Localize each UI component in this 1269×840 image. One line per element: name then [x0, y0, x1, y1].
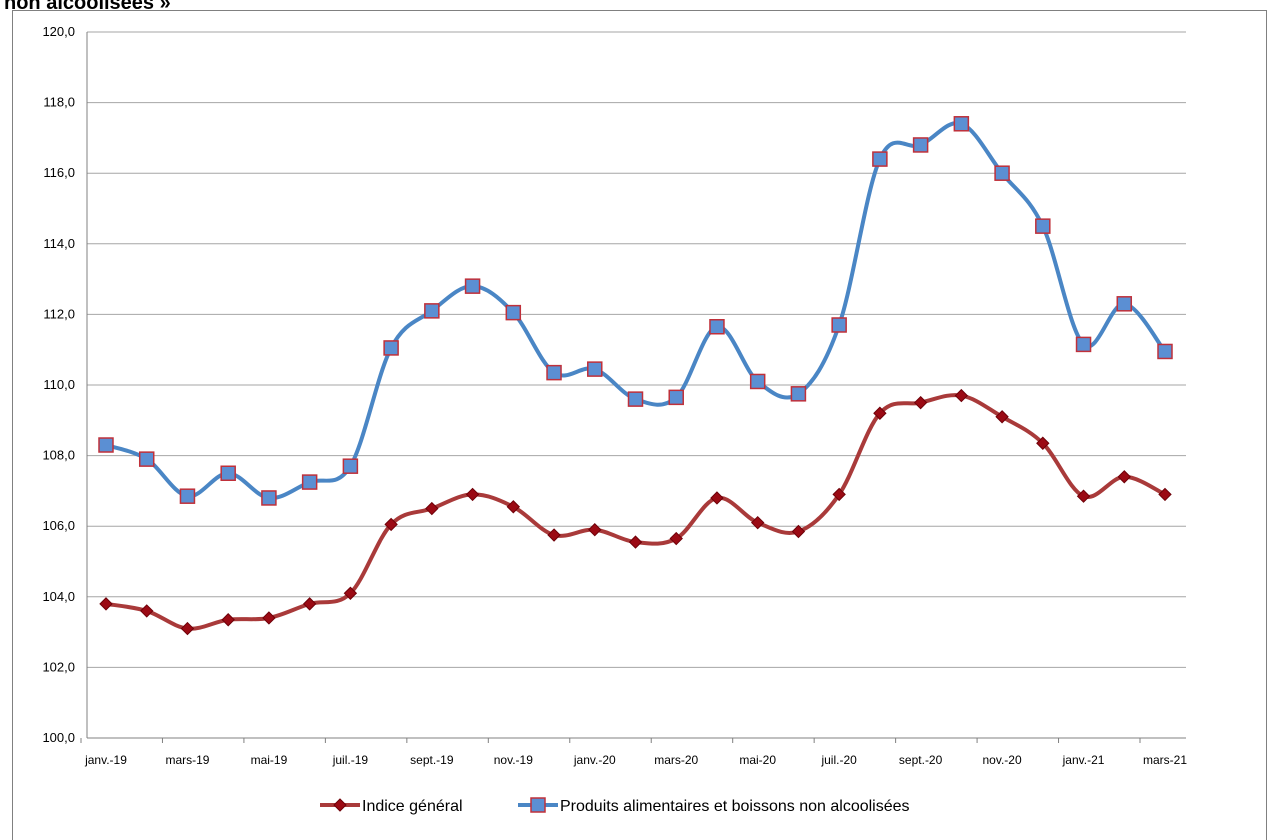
data-point-square — [546, 364, 562, 381]
x-axis-ticks: janv.-19 mars-19 mai-19 juil.-19 sept.-19 nov… — [80, 738, 1187, 767]
series-line — [105, 393, 1166, 631]
data-point-square — [994, 165, 1010, 181]
y-tick-label: 104,0 — [42, 589, 75, 604]
data-point-diamond — [669, 531, 683, 546]
data-point-square — [301, 474, 318, 490]
data-point-square — [220, 465, 236, 481]
data-point-diamond — [180, 621, 195, 636]
x-tick-label: nov.-19 — [494, 753, 533, 767]
x-tick-label: nov.-20 — [983, 753, 1022, 767]
data-point-diamond — [506, 500, 521, 514]
data-point-diamond — [750, 515, 765, 530]
data-point-diamond — [465, 487, 480, 502]
x-tick-label: mars-19 — [165, 753, 209, 767]
y-tick-label: 112,0 — [43, 306, 75, 321]
data-point-square — [1075, 336, 1092, 353]
data-point-diamond — [547, 528, 561, 542]
legend-marker-diamond — [333, 798, 347, 812]
x-tick-label: mai-20 — [739, 753, 776, 767]
data-point-square — [179, 488, 196, 504]
y-tick-label: 108,0 — [42, 448, 75, 463]
data-point-diamond — [262, 611, 276, 625]
data-point-square — [912, 137, 929, 153]
x-tick-label: sept.-20 — [899, 753, 943, 767]
data-point-square — [1116, 296, 1133, 312]
data-point-diamond — [588, 523, 602, 537]
data-point-diamond — [628, 535, 643, 549]
y-tick-label: 118,0 — [43, 95, 75, 110]
data-point-diamond — [1117, 470, 1131, 484]
data-point-diamond — [1076, 489, 1091, 503]
x-tick-label: janv.-20 — [573, 753, 616, 767]
data-point-square — [1157, 343, 1173, 360]
data-point-diamond — [425, 501, 439, 516]
data-point-diamond — [832, 487, 846, 502]
data-point-diamond — [221, 613, 235, 627]
data-point-square — [383, 340, 399, 356]
data-point-square — [709, 319, 725, 335]
legend-label: Indice général — [362, 798, 463, 815]
x-tick-label: juil.-20 — [820, 753, 857, 767]
x-tick-label: mai-19 — [251, 753, 288, 767]
data-point-square — [464, 278, 481, 294]
data-point-diamond — [1036, 436, 1050, 450]
data-point-diamond — [995, 410, 1009, 424]
data-point-square — [831, 317, 847, 333]
y-tick-label: 116,0 — [43, 165, 75, 180]
data-point-square — [424, 303, 440, 319]
grid-lines — [86, 31, 1186, 739]
y-tick-label: 120,0 — [42, 24, 75, 39]
legend-label: Produits alimentaires et boissons non al… — [560, 798, 910, 815]
data-point-diamond — [140, 604, 154, 618]
y-tick-label: 100,0 — [42, 730, 75, 745]
data-point-diamond — [954, 388, 969, 403]
y-axis-ticks: 100,0 102,0 104,0 106,0 108,0 110,0 112,0 114,0… — [42, 24, 75, 745]
x-tick-label: mars-20 — [654, 753, 698, 767]
data-point-diamond — [302, 597, 317, 611]
chart-frame — [12, 10, 1267, 840]
x-tick-label: sept.-19 — [410, 753, 454, 767]
data-point-diamond — [710, 491, 724, 505]
data-point-diamond — [873, 406, 887, 420]
data-point-square — [953, 116, 970, 132]
series-lines — [98, 116, 1173, 636]
y-tick-label: 110,0 — [43, 377, 75, 392]
data-point-diamond — [1158, 487, 1172, 502]
legend-marker-square — [530, 797, 546, 813]
data-point-square — [587, 361, 603, 377]
data-point-square — [872, 151, 888, 167]
data-point-diamond — [99, 597, 113, 611]
series-indice-general — [99, 388, 1172, 636]
x-tick-label: janv.-19 — [84, 753, 127, 767]
data-point-square — [342, 458, 359, 474]
legend: Indice général Produits alimentaires et b… — [320, 797, 910, 815]
legend-item: Indice général — [320, 798, 463, 815]
data-point-square — [1035, 218, 1051, 234]
x-tick-label: janv.-21 — [1062, 753, 1105, 767]
data-point-square — [505, 304, 522, 321]
data-point-diamond — [913, 395, 928, 410]
x-tick-label: mars-21 — [1143, 753, 1187, 767]
data-point-square — [98, 437, 114, 453]
data-point-diamond — [384, 517, 398, 532]
data-point-square — [668, 389, 684, 406]
x-tick-label: juil.-19 — [332, 753, 369, 767]
y-tick-label: 106,0 — [42, 518, 75, 533]
data-point-square — [261, 490, 277, 506]
data-point-square — [138, 451, 155, 467]
data-point-square — [790, 386, 807, 402]
data-point-diamond — [343, 586, 358, 600]
data-point-square — [627, 391, 644, 407]
data-point-diamond — [791, 524, 806, 539]
legend-item: Produits alimentaires et boissons non al… — [518, 797, 910, 815]
y-tick-label: 114,0 — [43, 236, 75, 251]
y-tick-label: 102,0 — [42, 659, 75, 674]
data-point-square — [749, 373, 766, 390]
series-produits-alimentaires — [98, 116, 1173, 506]
